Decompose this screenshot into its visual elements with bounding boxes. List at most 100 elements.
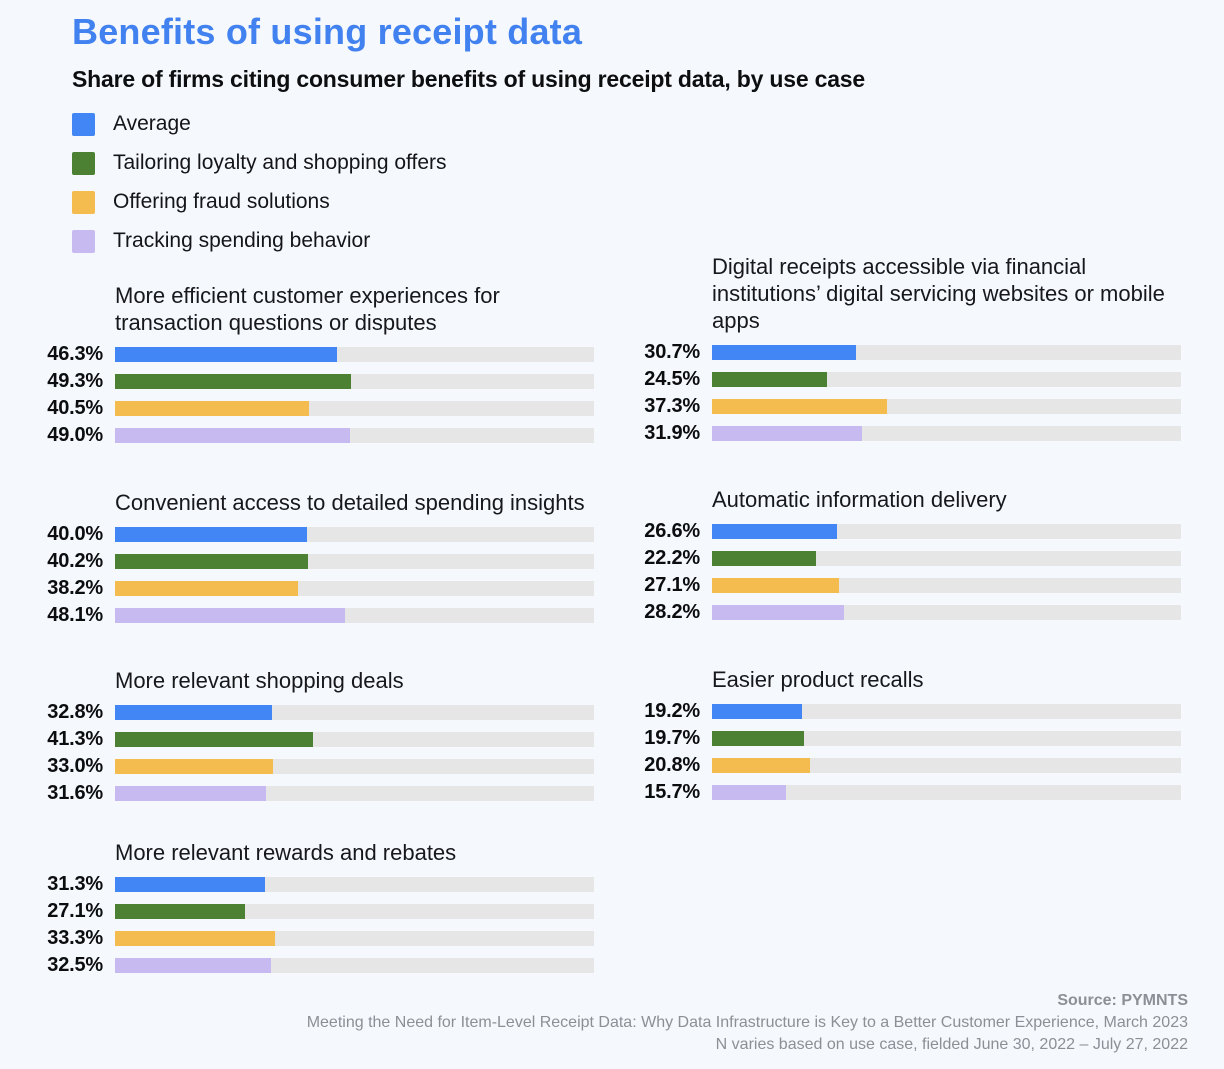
bar-fill-offering-fraud-solutions: [712, 578, 840, 593]
bar-fill-tailoring-loyalty-and-shopping-offers: [712, 731, 805, 746]
bar-value-label: 41.3%: [47, 728, 103, 750]
bar-row: 24.5%: [622, 366, 1181, 393]
bar-row: 48.1%: [24, 602, 594, 629]
bar-track: [115, 931, 594, 946]
legend-swatch-icon: [72, 229, 95, 253]
bar-track: [712, 785, 1181, 800]
bar-row: 40.5%: [24, 395, 594, 422]
header: Benefits of using receipt data Share of …: [0, 0, 1224, 93]
bar-track: [115, 904, 594, 919]
bar-value-label: 30.7%: [644, 341, 700, 363]
legend-item: Tailoring loyalty and shopping offers: [72, 151, 1224, 175]
bar-group: Convenient access to detailed spending i…: [24, 490, 594, 629]
bar-value-label: 31.9%: [644, 422, 700, 444]
bar-row: 26.6%: [622, 518, 1181, 545]
bar-row: 31.6%: [24, 780, 594, 807]
bar-value-label: 24.5%: [644, 368, 700, 390]
bar-fill-tracking-spending-behavior: [712, 785, 786, 800]
bar-row: 40.2%: [24, 548, 594, 575]
bar-value-label: 31.6%: [47, 782, 103, 804]
group-title: Convenient access to detailed spending i…: [115, 490, 585, 515]
legend: Average Tailoring loyalty and shopping of…: [72, 112, 1224, 253]
bar-fill-offering-fraud-solutions: [115, 581, 298, 596]
bar-track: [712, 758, 1181, 773]
bar-track: [115, 554, 594, 569]
bar-track: [115, 958, 594, 973]
bar-fill-tailoring-loyalty-and-shopping-offers: [712, 372, 827, 387]
bar-value-label: 49.3%: [47, 370, 103, 392]
bar-row: 22.2%: [622, 545, 1181, 572]
bar-row: 15.7%: [622, 779, 1181, 806]
bar-row: 19.2%: [622, 698, 1181, 725]
legend-swatch-icon: [72, 151, 95, 175]
bar-track: [115, 732, 594, 747]
bar-row: 46.3%: [24, 341, 594, 368]
bar-value-label: 27.1%: [47, 900, 103, 922]
bar-group: More relevant shopping deals 32.8% 41.3% 33…: [24, 668, 594, 807]
bar-fill-tailoring-loyalty-and-shopping-offers: [115, 374, 352, 389]
bar-row: 49.3%: [24, 368, 594, 395]
group-title: Digital receipts accessible via financia…: [712, 254, 1165, 333]
chart-subtitle: Share of firms citing consumer benefits …: [72, 66, 865, 92]
bar-track: [712, 551, 1181, 566]
bar-value-label: 40.2%: [47, 550, 103, 572]
bar-row: 28.2%: [622, 599, 1181, 626]
bar-track: [115, 428, 594, 443]
bar-fill-tailoring-loyalty-and-shopping-offers: [115, 554, 308, 569]
bar-track: [115, 759, 594, 774]
bar-track: [712, 704, 1181, 719]
group-title: More relevant shopping deals: [115, 668, 404, 693]
bar-fill-offering-fraud-solutions: [712, 758, 810, 773]
bar-fill-tailoring-loyalty-and-shopping-offers: [712, 551, 817, 566]
bar-group: Digital receipts accessible via financia…: [622, 254, 1181, 447]
legend-label: Tailoring loyalty and shopping offers: [113, 151, 447, 174]
bar-track: [712, 578, 1181, 593]
bar-value-label: 40.5%: [47, 397, 103, 419]
bar-row: 49.0%: [24, 422, 594, 449]
bar-fill-tracking-spending-behavior: [712, 426, 862, 441]
bar-value-label: 31.3%: [47, 873, 103, 895]
bar-fill-offering-fraud-solutions: [115, 931, 275, 946]
bar-value-label: 38.2%: [47, 577, 103, 599]
bar-fill-average: [115, 527, 307, 542]
bar-value-label: 26.6%: [644, 520, 700, 542]
bar-row: 32.5%: [24, 952, 594, 979]
bar-fill-tailoring-loyalty-and-shopping-offers: [115, 904, 245, 919]
group-title: More efficient customer experiences for …: [115, 283, 500, 335]
bar-row: 31.9%: [622, 420, 1181, 447]
source-line: Source: PYMNTS: [1057, 992, 1188, 1009]
bar-value-label: 28.2%: [644, 601, 700, 623]
bar-value-label: 33.3%: [47, 927, 103, 949]
bar-track: [115, 401, 594, 416]
bar-row: 37.3%: [622, 393, 1181, 420]
bar-track: [115, 877, 594, 892]
legend-label: Average: [113, 112, 191, 135]
bar-value-label: 46.3%: [47, 343, 103, 365]
bar-fill-tracking-spending-behavior: [115, 786, 267, 801]
bar-track: [712, 426, 1181, 441]
footer: Source: PYMNTS Meeting the Need for Item…: [72, 990, 1188, 1056]
bar-track: [115, 527, 594, 542]
legend-item: Average: [72, 112, 1224, 136]
bar-value-label: 22.2%: [644, 547, 700, 569]
legend-item: Tracking spending behavior: [72, 229, 1224, 253]
bar-fill-offering-fraud-solutions: [712, 399, 887, 414]
bar-track: [115, 705, 594, 720]
bar-row: 20.8%: [622, 752, 1181, 779]
bar-fill-average: [712, 704, 803, 719]
bar-fill-average: [115, 877, 265, 892]
page-title: Benefits of using receipt data: [72, 11, 583, 52]
bar-row: 30.7%: [622, 339, 1181, 366]
bar-row: 33.0%: [24, 753, 594, 780]
legend-label: Offering fraud solutions: [113, 190, 330, 213]
bar-track: [712, 372, 1181, 387]
bar-track: [712, 524, 1181, 539]
bar-fill-tracking-spending-behavior: [115, 608, 346, 623]
bar-row: 27.1%: [622, 572, 1181, 599]
legend-label: Tracking spending behavior: [113, 229, 371, 252]
bar-value-label: 15.7%: [644, 781, 700, 803]
bar-row: 27.1%: [24, 898, 594, 925]
group-title: More relevant rewards and rebates: [115, 840, 457, 865]
